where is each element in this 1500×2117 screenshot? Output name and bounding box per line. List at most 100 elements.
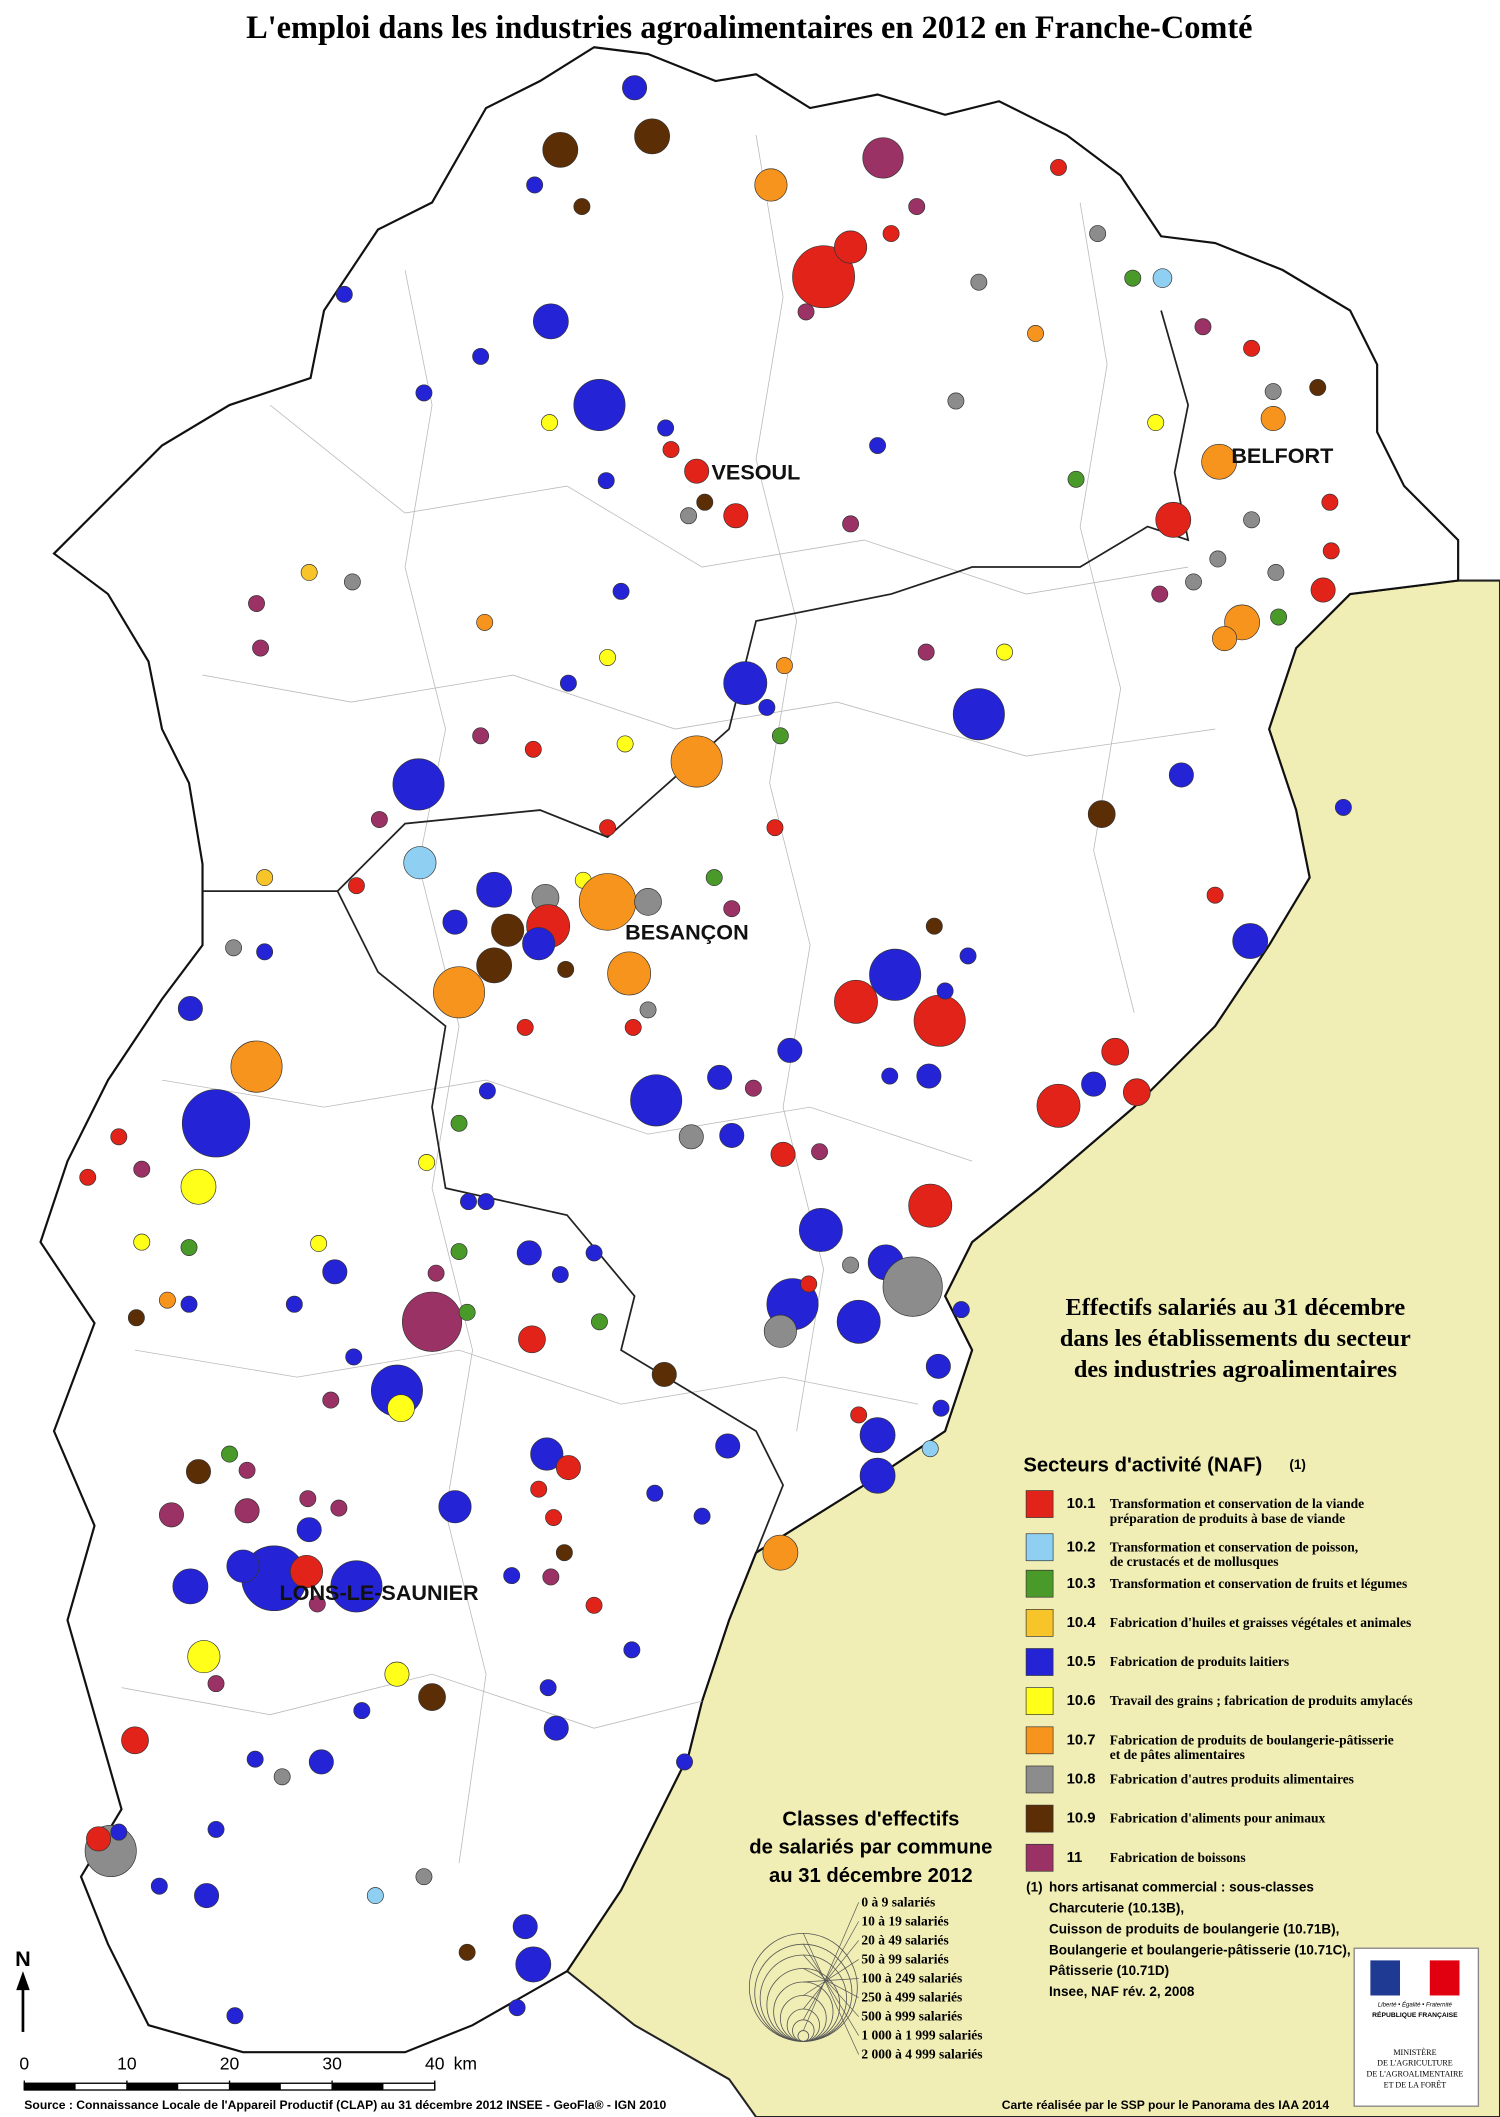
commune-circle [460, 1193, 477, 1211]
commune-circle [869, 948, 922, 1001]
size-leader [803, 1954, 859, 2017]
legend-code: 10.5 [1067, 1654, 1096, 1670]
commune-circle [133, 1160, 151, 1178]
commune-circle [476, 947, 513, 984]
commune-circle [917, 643, 935, 661]
legend-swatch [1025, 1609, 1054, 1637]
commune-circle [1101, 1037, 1130, 1066]
logo: Liberté • Égalité • Fraternité RÉPUBLIQU… [1353, 1947, 1480, 2107]
commune-circle [925, 1353, 951, 1379]
commune-circle [800, 1275, 818, 1293]
commune-circle [515, 1946, 552, 1983]
commune-circle [221, 1445, 238, 1463]
scale-label: 10 [117, 2054, 137, 2074]
legend-code: 10.8 [1067, 1772, 1096, 1788]
commune-circle [1185, 573, 1202, 591]
commune-circle [1264, 383, 1282, 400]
legend-label: Fabrication de boissons [1110, 1850, 1246, 1865]
commune-circle [916, 1063, 942, 1089]
commune-circle [624, 1019, 642, 1036]
commune-circle [322, 1391, 340, 1409]
commune-circle [522, 927, 556, 961]
commune-circle [508, 1999, 526, 2017]
commune-circle [387, 1394, 415, 1423]
commune-circle [300, 564, 318, 581]
commune-circle [530, 1437, 564, 1471]
commune-circle [850, 1406, 868, 1424]
commune-circle [1243, 339, 1261, 357]
size-title: Classes d'effectifs [782, 1808, 959, 1830]
logo-text: DE L'AGRICULTURE [1377, 2059, 1453, 2068]
commune-circle [518, 1325, 546, 1354]
commune-circle [1270, 608, 1288, 626]
commune-circle [680, 507, 698, 525]
commune-circle [418, 1683, 446, 1711]
legend-label: Travail des grains ; fabrication de prod… [1110, 1693, 1413, 1708]
scale-segment [229, 2083, 281, 2090]
size-label: 10 à 19 salariés [861, 1913, 948, 1928]
commune-circle [133, 1233, 151, 1251]
commune-circle [630, 1074, 683, 1127]
commune-circle [225, 939, 243, 957]
commune-circle [545, 1509, 562, 1526]
commune-circle [607, 951, 652, 996]
commune-circle [110, 1823, 128, 1841]
commune-circle [181, 1089, 251, 1158]
commune-circle [330, 1560, 383, 1613]
commune-circle [646, 1484, 664, 1502]
commune-circle [925, 917, 943, 935]
size-label: 250 à 499 salariés [861, 1990, 962, 2005]
commune-circle [881, 1067, 899, 1085]
logo-text: RÉPUBLIQUE FRANÇAISE [1372, 2010, 1458, 2019]
commune-circle [662, 441, 680, 459]
commune-circle [842, 515, 860, 533]
commune-circle [723, 661, 768, 706]
commune-circle [936, 982, 954, 1000]
commune-circle [573, 198, 591, 216]
note-line: Cuisson de produits de boulangerie (10.7… [1049, 1921, 1339, 1936]
commune-circle [230, 1040, 283, 1093]
commune-circle [859, 1417, 896, 1454]
commune-circle [308, 1595, 326, 1613]
commune-circle [366, 1887, 384, 1905]
commune-circle [180, 1239, 198, 1256]
commune-circle [952, 1301, 970, 1319]
commune-circle [777, 1037, 803, 1063]
size-leader [803, 1978, 859, 1983]
commune-circle [693, 1507, 711, 1525]
scale-segment [332, 2083, 384, 2090]
commune-circle [639, 1001, 657, 1019]
legend-label: Fabrication d'huiles et graisses végétal… [1110, 1615, 1411, 1630]
logo-text: Liberté • Égalité • Fraternité [1378, 2001, 1453, 2008]
legend-code: 10.2 [1067, 1539, 1096, 1555]
commune-circle [651, 1361, 677, 1387]
commune-circle [1267, 564, 1285, 581]
commune-circle [1310, 577, 1336, 603]
commune-circle [634, 118, 671, 155]
commune-circle [1243, 511, 1261, 529]
commune-circle [797, 303, 815, 321]
commune-circle [256, 869, 274, 887]
commune-circle [723, 900, 741, 918]
size-leader [803, 1968, 859, 1998]
legend-code: 10.6 [1067, 1693, 1096, 1709]
commune-circle [330, 1499, 348, 1517]
legend-code: 10.7 [1067, 1732, 1096, 1748]
commune-circle [427, 1264, 445, 1282]
commune-circle [347, 877, 365, 895]
note-line: Pâtisserie (10.71D) [1049, 1963, 1169, 1978]
legend-label: Fabrication de produits laitiers [1110, 1654, 1289, 1669]
commune-circle [532, 303, 569, 340]
commune-circle [836, 1299, 881, 1344]
commune-circle [512, 1914, 538, 1940]
commune-circle [392, 758, 445, 811]
department-borders [202, 310, 1190, 1553]
commune-circle [516, 1019, 534, 1036]
commune-circle [477, 1193, 495, 1211]
commune-circle [127, 1309, 145, 1327]
commune-circle [526, 176, 544, 194]
north-label: N [15, 1946, 31, 1971]
commune-circle [345, 1348, 363, 1366]
flag-red [1429, 1960, 1460, 1996]
size-leader [803, 1902, 859, 2031]
